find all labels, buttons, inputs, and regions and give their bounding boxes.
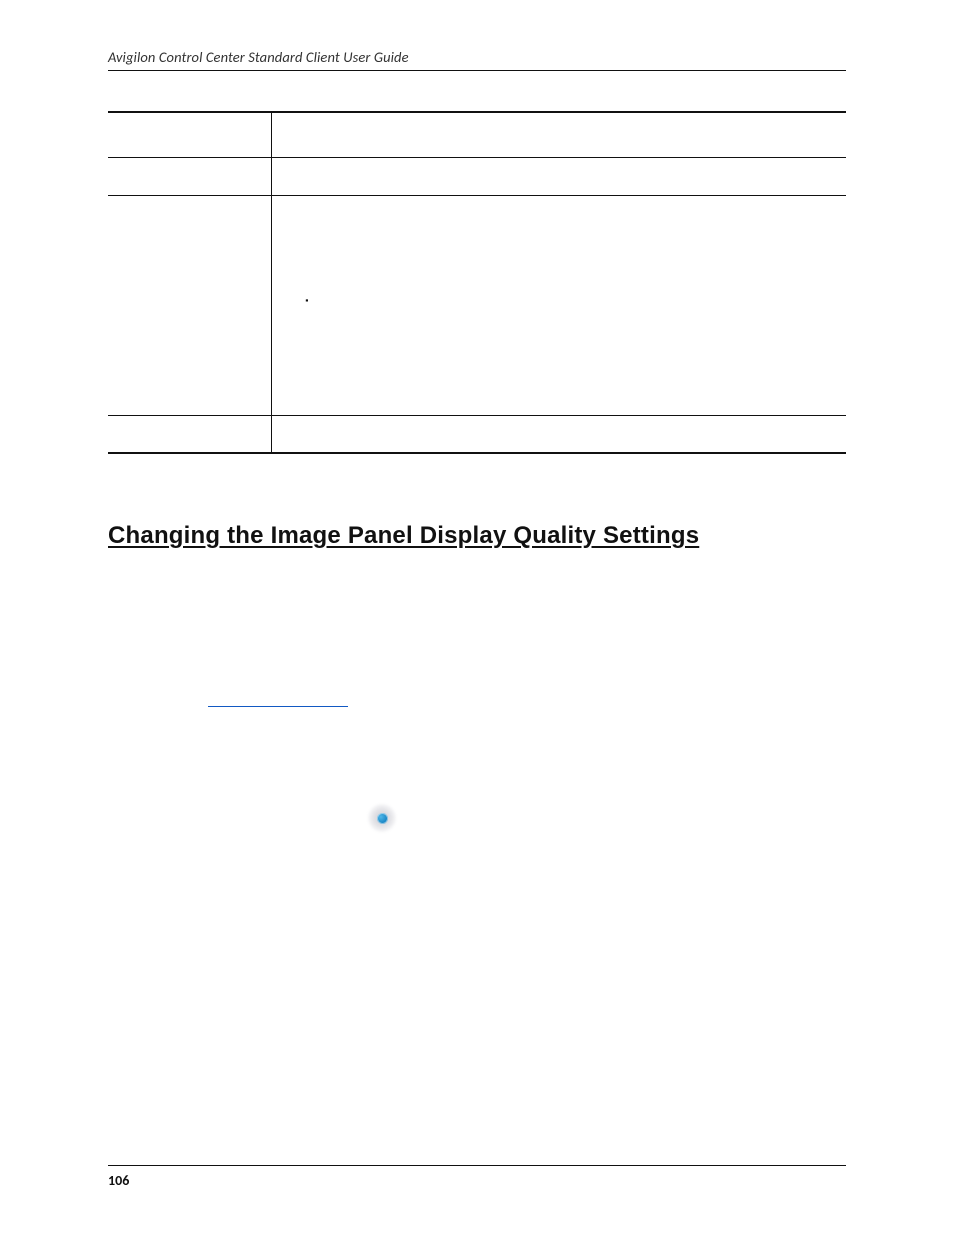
footer-rule	[108, 1165, 846, 1166]
table-row	[108, 157, 846, 195]
header-title: Avigilon Control Center Standard Client …	[108, 48, 846, 66]
section-heading: Changing the Image Panel Display Quality…	[108, 522, 846, 550]
icon-row	[368, 804, 846, 837]
settings-table	[108, 111, 846, 454]
table-row	[108, 112, 846, 157]
cell-right	[271, 415, 846, 453]
cell-right	[271, 195, 846, 415]
page: Avigilon Control Center Standard Client …	[0, 0, 954, 1235]
bullet-list	[272, 196, 847, 290]
cell-left	[108, 195, 271, 415]
page-number: 106	[108, 1172, 846, 1189]
cell-right	[271, 112, 846, 157]
table	[108, 111, 846, 454]
page-header: Avigilon Control Center Standard Client …	[108, 48, 846, 71]
header-rule	[108, 70, 846, 71]
cell-left	[108, 415, 271, 453]
cell-left	[108, 112, 271, 157]
cell-right	[271, 157, 846, 195]
inline-link[interactable]	[208, 706, 348, 707]
cell-left	[108, 157, 271, 195]
icon-dot	[377, 813, 388, 824]
display-quality-icon	[368, 804, 396, 832]
table-row	[108, 415, 846, 453]
page-footer: 106	[108, 1165, 846, 1189]
table-row	[108, 195, 846, 415]
